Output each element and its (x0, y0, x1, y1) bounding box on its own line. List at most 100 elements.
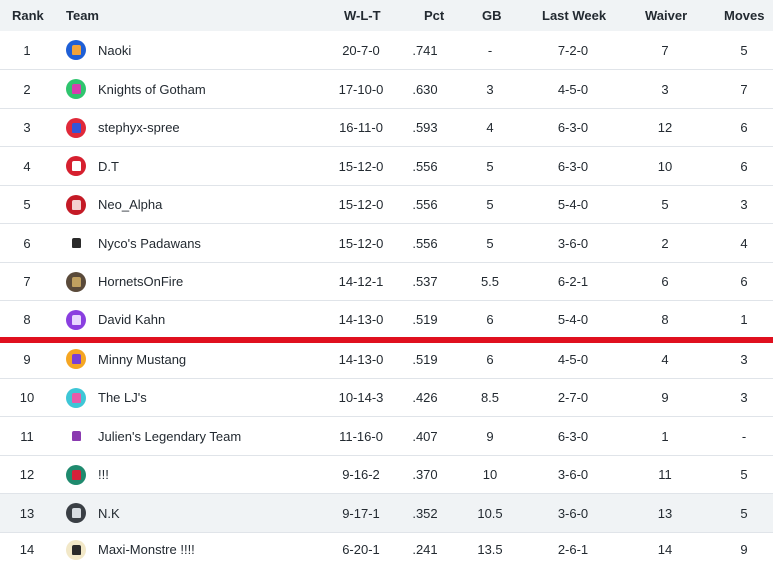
pct-cell: .556 (412, 197, 438, 212)
team-name-link[interactable]: Neo_Alpha (98, 197, 163, 212)
rank-cell: 14 (19, 542, 35, 557)
last-week-cell: 3-6-0 (557, 467, 589, 482)
team-logo-photo-icon[interactable] (66, 271, 86, 292)
wlt-cell: 15-12-0 (338, 235, 384, 251)
table-row: 6 Nyco's Padawans 15-12-0 .556 5 3-6-0 2 4 (0, 224, 773, 263)
team-cell[interactable]: Julien's Legendary Team (66, 417, 346, 455)
team-logo-figure-icon[interactable] (66, 233, 86, 253)
header-last-week[interactable]: Last Week (542, 8, 607, 23)
photo-icon (71, 276, 81, 287)
team-name-link[interactable]: Nyco's Padawans (98, 235, 201, 251)
waiver-cell: 11 (658, 467, 672, 482)
header-waiver[interactable]: Waiver (645, 8, 688, 23)
waiver-cell: 1 (661, 428, 669, 444)
gb-cell: 8.5 (480, 390, 500, 405)
team-cell[interactable]: David Kahn (66, 301, 346, 338)
pct-cell: .556 (412, 158, 438, 174)
moves-cell: 5 (740, 505, 748, 521)
last-week-cell: 4-5-0 (557, 81, 589, 97)
team-name-link[interactable]: Minny Mustang (98, 351, 187, 367)
pct-cell: .556 (412, 235, 438, 251)
moves-cell: 3 (740, 390, 748, 405)
jersey-icon (71, 354, 81, 364)
team-logo-jersey-icon[interactable] (66, 387, 86, 408)
table-row: 8 David Kahn 14-13-0 .519 6 5-4-0 8 1 (0, 301, 773, 339)
last-week-cell: 5-4-0 (557, 197, 589, 212)
waiver-cell: 2 (661, 235, 669, 251)
team-cell[interactable]: Neo_Alpha (66, 186, 346, 223)
team-cell[interactable]: Knights of Gotham (66, 70, 346, 108)
gb-cell: 5 (486, 158, 494, 174)
moves-cell: 6 (740, 158, 748, 174)
header-team[interactable]: Team (66, 8, 99, 23)
last-week-cell: 2-6-1 (557, 542, 589, 557)
team-cell[interactable]: Maxi-Monstre !!!! (66, 533, 346, 566)
gb-cell: 9 (486, 428, 494, 444)
jersey-icon (71, 314, 81, 325)
wlt-cell: 9-16-2 (342, 467, 380, 482)
team-logo-jersey-icon[interactable] (66, 426, 86, 446)
team-name-link[interactable]: David Kahn (98, 312, 166, 327)
team-cell[interactable]: HornetsOnFire (66, 263, 346, 300)
team-logo-jersey-icon[interactable] (66, 309, 86, 330)
team-name-link[interactable]: Julien's Legendary Team (98, 428, 242, 444)
last-week-cell: 5-4-0 (557, 312, 589, 327)
team-cell[interactable]: Nyco's Padawans (66, 224, 346, 262)
wlt-cell: 20-7-0 (342, 42, 380, 58)
team-name-link[interactable]: D.T (98, 158, 119, 174)
rank-cell: 11 (20, 428, 34, 444)
team-name-link[interactable]: Knights of Gotham (98, 81, 206, 97)
last-week-cell: 6-3-0 (557, 158, 589, 174)
team-name-link[interactable]: The LJ's (98, 390, 147, 405)
gb-cell: 4 (486, 120, 494, 135)
gb-cell: 6 (486, 351, 494, 367)
team-name-link[interactable]: HornetsOnFire (98, 274, 184, 289)
team-logo-cartoon-icon[interactable] (66, 539, 86, 560)
moves-cell: - (741, 428, 747, 444)
team-cell[interactable]: N.K (66, 494, 346, 532)
team-cell[interactable]: !!! (66, 456, 346, 493)
team-name-link[interactable]: N.K (98, 505, 120, 521)
gb-cell: 13.5 (477, 542, 503, 557)
rank-cell: 2 (23, 81, 31, 97)
team-cell[interactable]: The LJ's (66, 379, 346, 416)
team-name-link[interactable]: Naoki (98, 42, 132, 58)
gb-cell: 5.5 (480, 274, 500, 289)
team-cell[interactable]: Naoki (66, 31, 346, 69)
team-logo-swirl-icon[interactable] (66, 194, 86, 215)
team-logo-jersey-icon[interactable] (66, 40, 86, 60)
team-name-link[interactable]: !!! (98, 467, 109, 482)
team-name-link[interactable]: Maxi-Monstre !!!! (98, 542, 195, 557)
header-rank[interactable]: Rank (12, 8, 44, 23)
table-row: 13 N.K 9-17-1 .352 10.5 3-6-0 13 5 (0, 494, 773, 533)
team-cell[interactable]: stephyx-spree (66, 109, 346, 146)
figure-icon (71, 238, 81, 248)
table-row: 1 Naoki 20-7-0 .741 - 7-2-0 7 5 (0, 31, 773, 70)
rank-cell: 13 (19, 505, 35, 521)
rank-cell: 6 (23, 235, 31, 251)
team-cell[interactable]: Minny Mustang (66, 340, 346, 378)
team-logo-jersey-icon[interactable] (66, 349, 86, 369)
moves-cell: 7 (740, 81, 748, 97)
table-row: 10 The LJ's 10-14-3 .426 8.5 2-7-0 9 3 (0, 379, 773, 417)
waiver-cell: 12 (657, 120, 673, 135)
waiver-cell: 14 (657, 542, 673, 557)
waiver-cell: 7 (661, 42, 669, 58)
jersey-icon (71, 122, 81, 133)
table-row: 2 Knights of Gotham 17-10-0 .630 3 4-5-0 3 7 (0, 70, 773, 109)
team-logo-jersey-icon[interactable] (66, 79, 86, 99)
header-gb[interactable]: GB (482, 8, 502, 23)
team-name-link[interactable]: stephyx-spree (98, 120, 180, 135)
header-pct[interactable]: Pct (424, 8, 445, 23)
team-logo-jersey-icon[interactable] (66, 464, 86, 485)
header-moves[interactable]: Moves (724, 8, 765, 23)
waiver-cell: 10 (657, 158, 673, 174)
team-logo-jersey-icon[interactable] (66, 117, 86, 138)
gb-cell: 3 (486, 81, 494, 97)
swirl-icon (71, 199, 81, 210)
header-wlt[interactable]: W-L-T (344, 8, 381, 23)
team-logo-bull-icon[interactable] (66, 156, 86, 176)
table-row: 12!!! 9-16-2 .370 10 3-6-0 11 5 (0, 456, 773, 494)
team-logo-jersey-icon[interactable] (66, 503, 86, 523)
team-cell[interactable]: D.T (66, 147, 346, 185)
